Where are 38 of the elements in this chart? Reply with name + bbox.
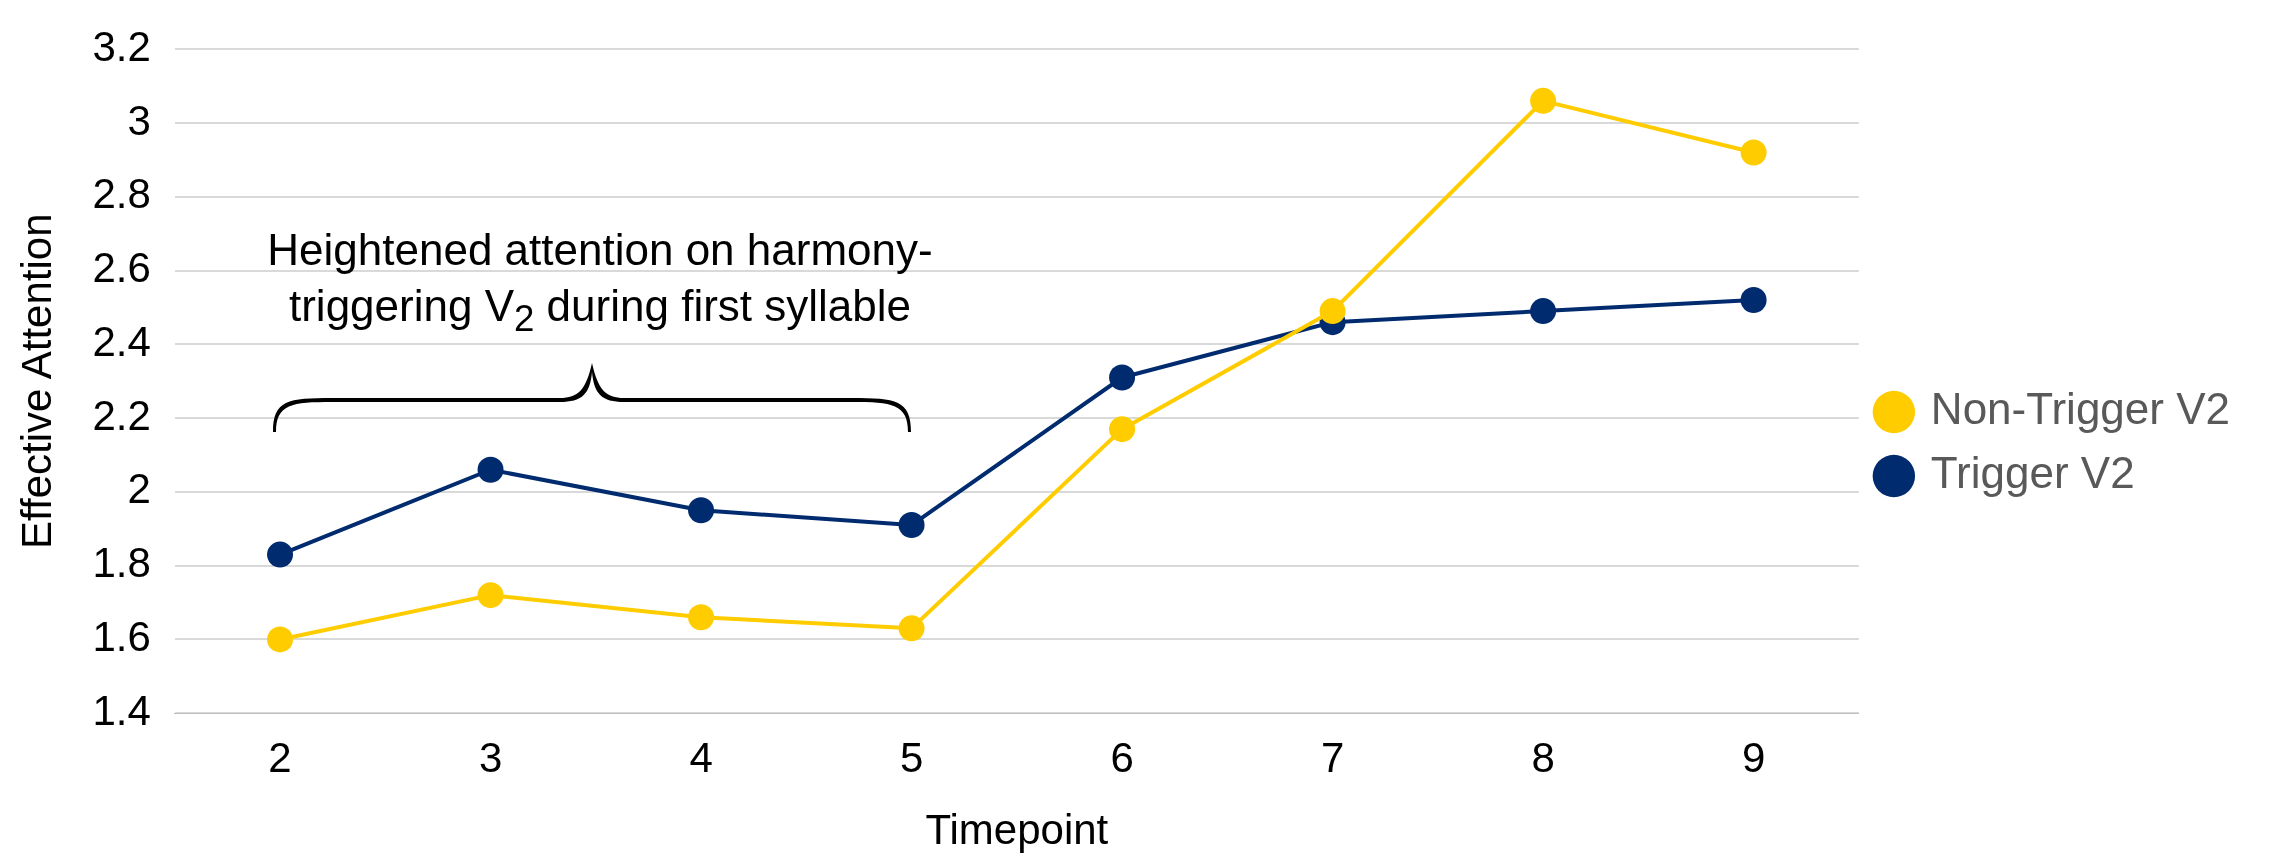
point bbox=[1530, 298, 1557, 325]
legend-label: Non-Trigger V2 bbox=[1930, 384, 2231, 434]
x-axis-title: Timepoint bbox=[925, 806, 1109, 854]
x-tick-label: 3 bbox=[478, 733, 503, 781]
y-tick-label: 1.8 bbox=[92, 539, 151, 587]
y-tick-label: 3.2 bbox=[92, 22, 151, 70]
y-tick-label: 2.8 bbox=[92, 170, 151, 218]
point bbox=[1109, 364, 1136, 391]
point bbox=[1109, 416, 1136, 443]
point bbox=[1740, 139, 1767, 166]
legend-label: Trigger V2 bbox=[1930, 448, 2135, 498]
x-tick-label: 9 bbox=[1741, 733, 1766, 781]
y-tick-label: 2.2 bbox=[92, 391, 151, 439]
point bbox=[477, 582, 504, 609]
point bbox=[267, 541, 294, 568]
y-tick-label: 1.6 bbox=[92, 613, 151, 660]
point bbox=[898, 615, 925, 642]
point bbox=[477, 456, 504, 483]
x-tick-label: 7 bbox=[1320, 733, 1345, 781]
point bbox=[1530, 87, 1557, 114]
y-tick-label: 2.4 bbox=[92, 317, 151, 365]
x-tick-label: 2 bbox=[268, 733, 292, 781]
x-tick-label: 4 bbox=[689, 733, 713, 781]
point bbox=[898, 512, 925, 539]
point bbox=[1319, 298, 1346, 325]
x-tick-label: 6 bbox=[1110, 733, 1134, 781]
y-axis-title: Effective Attention bbox=[12, 213, 60, 549]
annotation: Heightened attention on harmony-triggering V$_{2}$ during first syllable bbox=[266, 224, 934, 341]
y-tick-label: 1.4 bbox=[92, 686, 151, 734]
point bbox=[688, 604, 715, 631]
point bbox=[1740, 287, 1767, 314]
y-tick-label: 2.6 bbox=[92, 244, 151, 292]
point bbox=[688, 497, 715, 524]
point bbox=[267, 626, 294, 653]
y-tick-label: 3 bbox=[127, 96, 151, 144]
y-tick-label: 2 bbox=[127, 465, 151, 513]
x-tick-label: 5 bbox=[899, 733, 924, 781]
x-tick-label: 8 bbox=[1531, 733, 1555, 781]
